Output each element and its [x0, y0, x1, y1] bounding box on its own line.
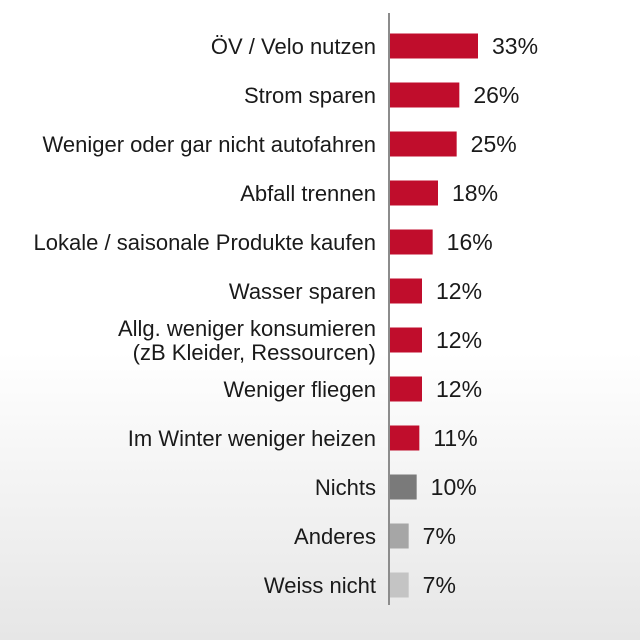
bar	[390, 33, 478, 59]
data-label: 11%	[433, 425, 477, 451]
bar	[390, 180, 438, 206]
bar	[390, 131, 457, 157]
bar	[390, 82, 460, 108]
data-label: 25%	[471, 131, 517, 157]
bar	[390, 376, 422, 402]
bar	[390, 278, 422, 304]
category-label: Strom sparen	[244, 83, 376, 108]
data-label: 16%	[447, 229, 493, 255]
category-label: Lokale / saisonale Produkte kaufen	[34, 230, 376, 255]
data-label: 26%	[473, 82, 519, 108]
category-label: Wasser sparen	[229, 279, 376, 304]
value-labels: 33% 26% 25% 18% 16% 12% 12% 12% 11% 10% 7% 7%	[423, 33, 538, 598]
data-label: 7%	[423, 523, 456, 549]
bar	[390, 425, 420, 451]
category-label: Nichts	[315, 475, 376, 500]
data-label: 33%	[492, 33, 538, 59]
bar	[390, 523, 409, 549]
category-label: Abfall trennen	[240, 181, 376, 206]
data-label: 12%	[436, 278, 482, 304]
category-label: Weniger oder gar nicht autofahren	[43, 132, 376, 157]
data-label: 7%	[423, 572, 456, 598]
category-labels: ÖV / Velo nutzen Strom sparen Weniger oder…	[34, 34, 376, 598]
bar	[390, 229, 433, 255]
category-label: Weniger fliegen	[224, 377, 376, 402]
category-label: ÖV / Velo nutzen	[211, 34, 376, 59]
bars	[390, 33, 478, 598]
data-label: 10%	[431, 474, 477, 500]
bar	[390, 474, 417, 500]
category-label: Allg. weniger konsumieren (zB Kleider, Re…	[118, 316, 376, 365]
data-label: 12%	[436, 376, 482, 402]
category-label: Weiss nicht	[264, 573, 376, 598]
bar	[390, 572, 409, 598]
category-label: Anderes	[294, 524, 376, 549]
bar	[390, 327, 422, 353]
data-label: 18%	[452, 180, 498, 206]
category-label: Im Winter weniger heizen	[128, 426, 376, 451]
data-label: 12%	[436, 327, 482, 353]
